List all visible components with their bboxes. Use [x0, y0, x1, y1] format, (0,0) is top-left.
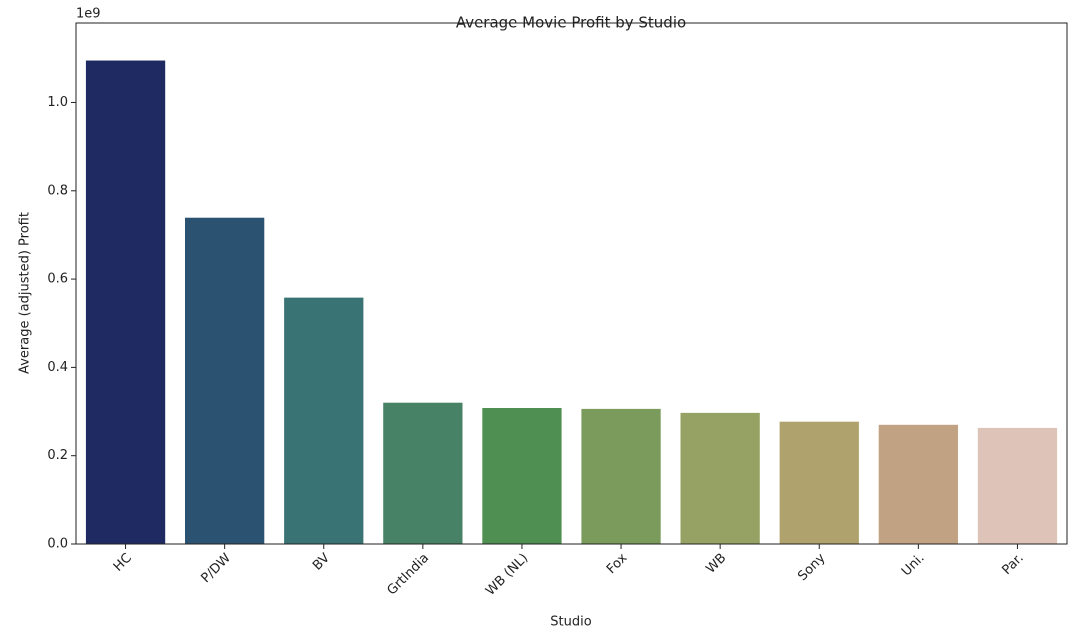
y-tick-label: 0.2: [47, 448, 68, 463]
x-tick-label: Fox: [604, 550, 631, 577]
x-tick-label: BV: [310, 551, 333, 574]
x-tick-label: Uni.: [899, 551, 928, 580]
x-axis-label: Studio: [550, 615, 591, 630]
x-tick-label: Sony: [795, 550, 829, 584]
bar: [878, 424, 958, 544]
plot-frame: [75, 22, 1068, 545]
bar: [977, 427, 1058, 544]
y-tick-label: 0.6: [47, 272, 68, 287]
bar: [85, 60, 166, 544]
x-tick-label: WB: [703, 551, 729, 577]
y-offset-label: 1e9: [76, 7, 101, 22]
y-axis-label: Average (adjusted) Profit: [18, 212, 33, 374]
x-tick-label: HC: [111, 551, 135, 575]
bar: [185, 217, 265, 544]
x-tick-label: WB (NL): [483, 551, 531, 599]
bar: [284, 297, 364, 544]
y-tick-label: 0.8: [47, 183, 68, 198]
y-tick-label: 1.0: [47, 95, 68, 110]
bar: [581, 408, 661, 544]
y-tick-label: 0.4: [47, 360, 68, 375]
x-tick-label: GrtIndia: [384, 551, 432, 599]
y-tick-label: 0.0: [47, 537, 68, 552]
bar: [680, 412, 760, 544]
bar: [383, 402, 463, 544]
x-tick-label: P/DW: [199, 551, 235, 587]
bar: [779, 421, 859, 544]
x-tick-label: Par.: [1000, 551, 1027, 578]
bar: [482, 408, 562, 544]
